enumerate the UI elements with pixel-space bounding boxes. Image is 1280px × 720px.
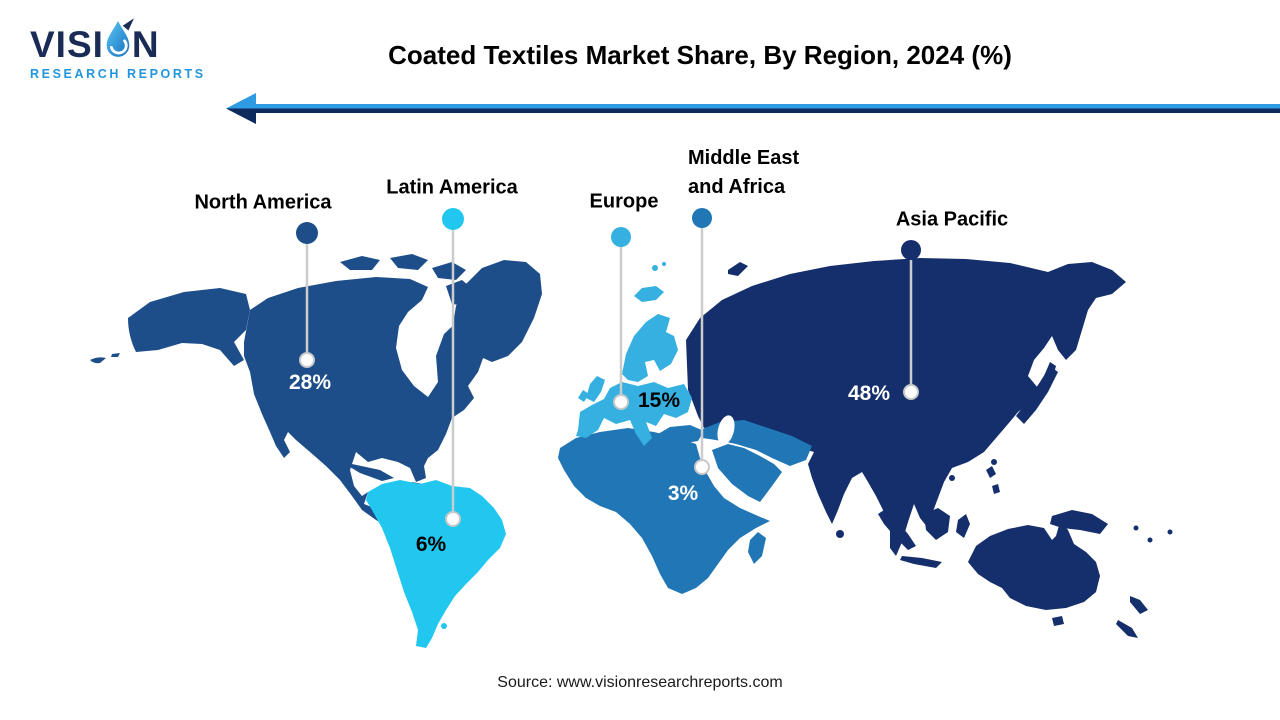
canada-usa-mexico-landmass xyxy=(244,277,486,537)
leader-endpoint-north-america xyxy=(299,352,315,368)
marker-dot-europe xyxy=(611,227,631,247)
arrow-shaft-light xyxy=(254,104,1280,109)
label-asia-pacific: Asia Pacific xyxy=(895,208,1009,231)
value-asia-pacific: 48% xyxy=(847,382,891,405)
sakhalin-island xyxy=(1042,362,1056,394)
greenland-landmass xyxy=(452,260,542,362)
label-north-america: North America xyxy=(194,191,332,214)
leader-endpoint-asia-pacific xyxy=(903,384,919,400)
region-middle-east-africa xyxy=(558,420,812,594)
value-latin-america: 6% xyxy=(415,533,447,556)
title-underline-arrow xyxy=(226,93,1280,124)
region-north-america xyxy=(90,254,542,537)
brand-logo-wordmark: VISI N xyxy=(30,16,230,63)
arctic-island-2 xyxy=(390,254,428,270)
leader-endpoint-europe xyxy=(613,394,629,410)
madagascar-island xyxy=(748,532,766,564)
svalbard-island-1 xyxy=(652,265,658,271)
region-asia-pacific xyxy=(686,258,1173,638)
novaya-zemlya-island xyxy=(728,262,748,276)
arabian-peninsula xyxy=(712,444,782,502)
leader-lines xyxy=(305,228,913,512)
sumatra-island xyxy=(878,510,916,550)
marker-dot-asia-pacific xyxy=(901,240,921,260)
taiwan-island xyxy=(991,459,997,465)
source-text: Source: www.visionresearchreports.com xyxy=(497,674,783,691)
ireland-island xyxy=(578,390,589,402)
iceland-island xyxy=(634,286,664,302)
arctic-island-3 xyxy=(432,262,466,280)
region-europe xyxy=(576,262,692,446)
marker-dot-middle-east-africa xyxy=(692,208,712,228)
philippines-islands xyxy=(986,466,1000,494)
value-europe: 15% xyxy=(637,389,681,412)
svalbard-island-2 xyxy=(662,262,666,266)
marker-dot-latin-america xyxy=(442,208,464,230)
arrowhead-upper xyxy=(226,93,256,109)
leader-endpoints xyxy=(299,352,919,527)
africa-landmass xyxy=(558,428,770,594)
label-europe: Europe xyxy=(589,190,659,213)
pacific-island-1 xyxy=(1147,537,1153,543)
arrowhead-lower xyxy=(226,108,256,124)
arrow-shaft-dark xyxy=(254,108,1280,113)
brand-logo: VISI N RESEARCH REPORTS xyxy=(30,16,230,81)
chart-title: Coated Textiles Market Share, By Region,… xyxy=(388,40,1012,70)
falkland-islands xyxy=(441,623,447,629)
australia-landmass xyxy=(968,522,1100,610)
water-drop-logo-icon xyxy=(102,16,134,65)
arctic-island-1 xyxy=(340,256,380,270)
sulawesi-island xyxy=(956,514,970,538)
scandinavia-landmass xyxy=(622,314,678,382)
brand-subtitle: RESEARCH REPORTS xyxy=(30,67,206,81)
tasmania-island xyxy=(1052,616,1064,626)
brand-name-part1: VISI xyxy=(30,24,104,65)
label-middle-east-africa: Middle East and Africa xyxy=(688,147,800,198)
europe-mainland xyxy=(576,382,692,446)
pacific-island-3 xyxy=(1133,525,1139,531)
pacific-island-2 xyxy=(1167,529,1173,535)
leader-endpoint-middle-east-africa xyxy=(694,459,710,475)
label-latin-america: Latin America xyxy=(386,176,518,199)
region-latin-america xyxy=(366,480,506,648)
cuba-island xyxy=(350,464,394,481)
java-island xyxy=(900,556,942,568)
sri-lanka-island xyxy=(836,530,844,538)
value-middle-east-africa: 3% xyxy=(667,482,699,505)
aleutian-islands xyxy=(90,353,120,364)
marker-dot-north-america xyxy=(296,222,318,244)
great-britain-island xyxy=(586,376,605,402)
hainan-island xyxy=(949,475,955,481)
leader-endpoint-latin-america xyxy=(445,511,461,527)
value-north-america: 28% xyxy=(288,371,332,394)
brand-name-part2: N xyxy=(131,24,160,65)
new-zealand-islands xyxy=(1116,596,1148,638)
turkey-landmass xyxy=(658,425,704,444)
alaska-landmass xyxy=(128,288,250,366)
caspian-sea xyxy=(717,415,735,445)
south-america-landmass xyxy=(366,480,506,648)
asia-mainland xyxy=(686,258,1126,556)
borneo-island xyxy=(924,508,950,540)
